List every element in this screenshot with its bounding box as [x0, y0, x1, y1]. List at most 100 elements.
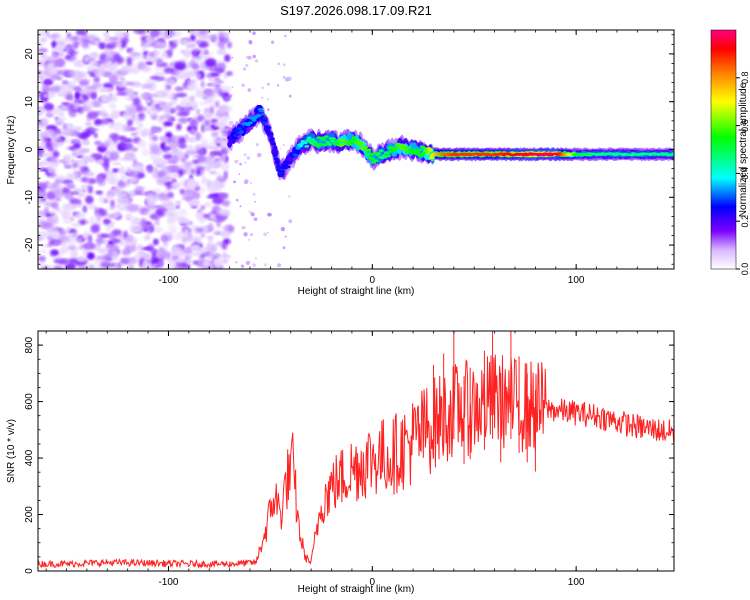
heatmap-noise-blob — [176, 257, 185, 264]
heatmap-noise-blob — [83, 55, 91, 63]
heatmap-trace-cell — [265, 129, 270, 133]
heatmap-noise-blob — [122, 142, 134, 151]
heatmap-noise-blob — [209, 170, 217, 175]
heatmap-noise-blob — [85, 157, 96, 162]
heatmap-noise-blob — [49, 85, 62, 93]
x-tick-label: 100 — [568, 275, 585, 286]
heatmap-noise-blob — [246, 156, 251, 160]
heatmap-noise-blob — [163, 230, 173, 236]
heatmap-noise-blob — [153, 193, 160, 201]
heatmap-noise-blob — [184, 134, 189, 140]
heatmap-noise-blob — [277, 263, 282, 268]
heatmap-trace-cell — [407, 146, 412, 150]
heatmap-noise-blob — [53, 258, 65, 264]
heatmap-trace-cell — [304, 145, 310, 148]
heatmap-noise-blob — [129, 222, 136, 226]
heatmap-noise-blob — [85, 100, 94, 109]
heatmap-noise-blob — [82, 205, 88, 213]
heatmap-noise-blob — [105, 225, 111, 234]
heatmap-noise-blob — [120, 40, 127, 49]
heatmap-noise-blob — [72, 163, 79, 168]
heatmap-noise-blob — [62, 203, 71, 212]
heatmap-noise-blob — [137, 139, 147, 149]
heatmap-noise-blob — [109, 144, 116, 153]
heatmap-noise-blob — [38, 182, 48, 191]
heatmap-trace-cell — [425, 151, 431, 155]
heatmap-noise-blob — [164, 251, 171, 259]
heatmap-noise-blob — [203, 213, 210, 219]
heatmap-noise-blob — [90, 224, 100, 233]
heatmap-noise-blob — [153, 238, 159, 246]
heatmap-noise-blob — [74, 171, 79, 180]
heatmap-noise-blob — [60, 246, 67, 255]
heatmap-noise-blob — [221, 199, 231, 207]
heatmap-noise-blob — [209, 72, 220, 78]
snr-frame — [37, 330, 675, 572]
heatmap-noise-blob — [114, 262, 119, 266]
heatmap-noise-blob — [155, 250, 166, 259]
heatmap-noise-blob — [90, 40, 95, 45]
heatmap-trace-cell — [322, 143, 328, 147]
heatmap-noise-blob — [48, 183, 61, 188]
heatmap-noise-blob — [81, 176, 88, 183]
heatmap-noise-blob — [128, 264, 135, 269]
heatmap-trace-cell — [376, 152, 382, 155]
heatmap-noise-blob — [263, 263, 267, 267]
heatmap-noise-blob — [141, 261, 152, 269]
heatmap-noise-blob — [163, 67, 173, 74]
heatmap-noise-blob — [186, 80, 191, 84]
heatmap-noise-blob — [204, 155, 214, 164]
heatmap-noise-blob — [40, 197, 47, 202]
colorbar-tick-label: 0.6 — [740, 119, 750, 132]
heatmap-noise-blob — [42, 222, 54, 229]
heatmap-noise-blob — [216, 49, 226, 55]
heatmap-noise-blob — [126, 191, 137, 195]
heatmap-noise-blob — [109, 37, 119, 41]
heatmap-noise-blob — [89, 128, 99, 132]
heatmap-noise-blob — [58, 111, 65, 118]
heatmap-noise-blob — [56, 210, 66, 214]
y-tick-label: 600 — [24, 393, 35, 410]
heatmap-noise-blob — [95, 159, 105, 164]
heatmap-noise-blob — [68, 80, 77, 85]
heatmap-noise-blob — [135, 105, 144, 112]
heatmap-noise-blob — [151, 102, 157, 111]
y-tick-label: 200 — [24, 506, 35, 523]
heatmap-noise-blob — [261, 86, 264, 90]
heatmap-noise-blob — [209, 181, 220, 189]
heatmap-noise-blob — [89, 58, 96, 62]
heatmap-noise-blob — [204, 201, 212, 208]
colorbar-tick-label: 0.4 — [740, 167, 750, 180]
x-tick-label: -100 — [158, 275, 178, 286]
heatmap-noise-blob — [231, 86, 234, 88]
heatmap-noise-blob — [192, 191, 200, 200]
heatmap-noise-blob — [65, 263, 76, 269]
heatmap-noise-blob — [66, 226, 71, 232]
heatmap-noise-blob — [87, 252, 95, 260]
heatmap-noise-blob — [174, 247, 184, 252]
heatmap-noise-blob — [205, 58, 217, 68]
heatmap-noise-blob — [148, 224, 154, 233]
heatmap-noise-blob — [105, 174, 115, 184]
heatmap-noise-blob — [112, 168, 119, 173]
heatmap-noise-blob — [198, 30, 209, 35]
heatmap-noise-blob — [242, 67, 247, 71]
colorbar-label: Normalized spectral amplitude — [738, 82, 749, 217]
heatmap-noise-blob — [173, 182, 178, 186]
heatmap-noise-blob — [155, 128, 161, 132]
heatmap-noise-blob — [235, 261, 238, 264]
heatmap-noise-blob — [104, 44, 116, 49]
heatmap-noise-blob — [256, 152, 262, 158]
heatmap-noise-blob — [187, 145, 194, 152]
heatmap-noise-blob — [112, 53, 121, 62]
heatmap-noise-blob — [95, 119, 106, 125]
heatmap-noise-blob — [223, 95, 231, 101]
heatmap-noise-blob — [221, 259, 229, 264]
heatmap-noise-blob — [226, 41, 233, 49]
heatmap-trace-cell — [251, 118, 257, 122]
heatmap-noise-blob — [102, 218, 111, 225]
x-tick-label: 0 — [370, 275, 376, 286]
heatmap-noise-blob — [190, 48, 202, 52]
heatmap-noise-blob — [53, 241, 62, 246]
